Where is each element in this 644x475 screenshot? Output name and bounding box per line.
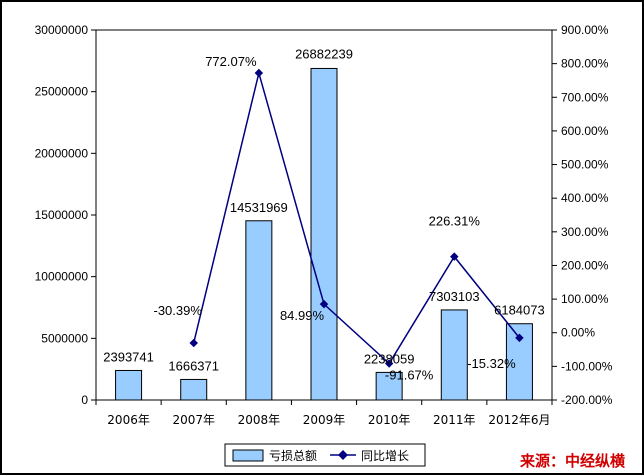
- legend-bar-swatch: [232, 449, 264, 462]
- line-point: [254, 68, 264, 78]
- line-series: [189, 68, 524, 368]
- legend-bar-label: 亏损总额: [269, 449, 317, 463]
- left-tick-label: 10000000: [35, 270, 89, 284]
- left-tick-label: 25000000: [35, 85, 89, 99]
- x-tick-label: 2011年: [433, 413, 476, 427]
- line-data-labels: -30.39% 772.07% 84.99% -91.67% 226.31% -15.32…: [154, 54, 517, 383]
- right-tick-label: 200.00%: [561, 258, 609, 272]
- legend-box: [224, 443, 426, 467]
- bar-series: [115, 67, 533, 401]
- line-point: [189, 338, 198, 348]
- bar-value-label: 2393741: [103, 349, 154, 364]
- bar-value-label: 14531969: [230, 200, 288, 215]
- x-tick-label: 2012年6月: [488, 413, 550, 427]
- right-tick-label: 600.00%: [561, 124, 609, 138]
- line-point: [384, 359, 394, 368]
- right-tick-label: 400.00%: [561, 191, 609, 205]
- line-value-label: -91.67%: [385, 368, 434, 383]
- right-tick-label: -100.00%: [561, 359, 613, 373]
- bar-value-label: 7303103: [429, 289, 480, 304]
- line-value-label: -30.39%: [154, 303, 203, 318]
- legend-line-marker: [338, 450, 348, 460]
- right-tick-label: 100.00%: [561, 292, 609, 306]
- bar: [375, 371, 403, 401]
- right-tick-label: 0.00%: [561, 326, 595, 340]
- bar-value-label: 26882239: [295, 46, 353, 61]
- growth-line: [192, 70, 521, 365]
- right-tick-label: 800.00%: [561, 57, 609, 71]
- bar: [440, 309, 468, 401]
- legend: 亏损总额 同比增长: [224, 443, 426, 467]
- legend-line-label: 同比增长: [361, 449, 409, 463]
- right-tick-label: 300.00%: [561, 225, 609, 239]
- x-tick-label: 2009年: [303, 413, 346, 427]
- right-tick-label: 700.00%: [561, 90, 609, 104]
- bar-value-label: 1666371: [168, 358, 219, 373]
- bar: [310, 67, 338, 401]
- line-value-label: 772.07%: [205, 54, 257, 69]
- line-value-label: 226.31%: [429, 214, 481, 229]
- bar-data-labels: 2393741 1666371 14531969 26882239 2238059 730…: [103, 46, 544, 373]
- right-tick-label: 500.00%: [561, 158, 609, 172]
- left-tick-label: 30000000: [35, 23, 89, 37]
- x-tick-label: 2008年: [238, 413, 281, 427]
- x-tick-label: 2006年: [107, 413, 150, 427]
- bar-value-label: 6184073: [494, 303, 545, 318]
- source-note: 来源：中经纵横: [519, 452, 626, 470]
- x-axis: 2006年 2007年 2008年 2009年 2010年 2011年 2012年6月: [95, 400, 553, 427]
- right-axis: -200.00% -100.00% 0.00% 100.00% 200.00% 300.0…: [552, 23, 613, 407]
- left-tick-label: 0: [81, 393, 88, 407]
- bar: [115, 369, 143, 401]
- x-tick-label: 2010年: [368, 413, 411, 427]
- bar: [180, 378, 208, 401]
- line-value-label: 84.99%: [280, 308, 325, 323]
- bar-value-label: 2238059: [364, 351, 415, 366]
- left-tick-label: 20000000: [35, 146, 89, 160]
- right-tick-label: 900.00%: [561, 23, 609, 37]
- line-point: [515, 333, 524, 343]
- line-point: [319, 299, 329, 309]
- left-tick-label: 15000000: [35, 208, 89, 222]
- left-axis: 0 5000000 10000000 15000000 20000000 25000000…: [35, 23, 96, 407]
- line-value-label: -15.32%: [467, 356, 516, 371]
- x-tick-label: 2007年: [172, 413, 215, 427]
- left-tick-label: 5000000: [41, 331, 88, 345]
- bar: [245, 220, 273, 401]
- right-tick-label: -200.00%: [561, 393, 613, 407]
